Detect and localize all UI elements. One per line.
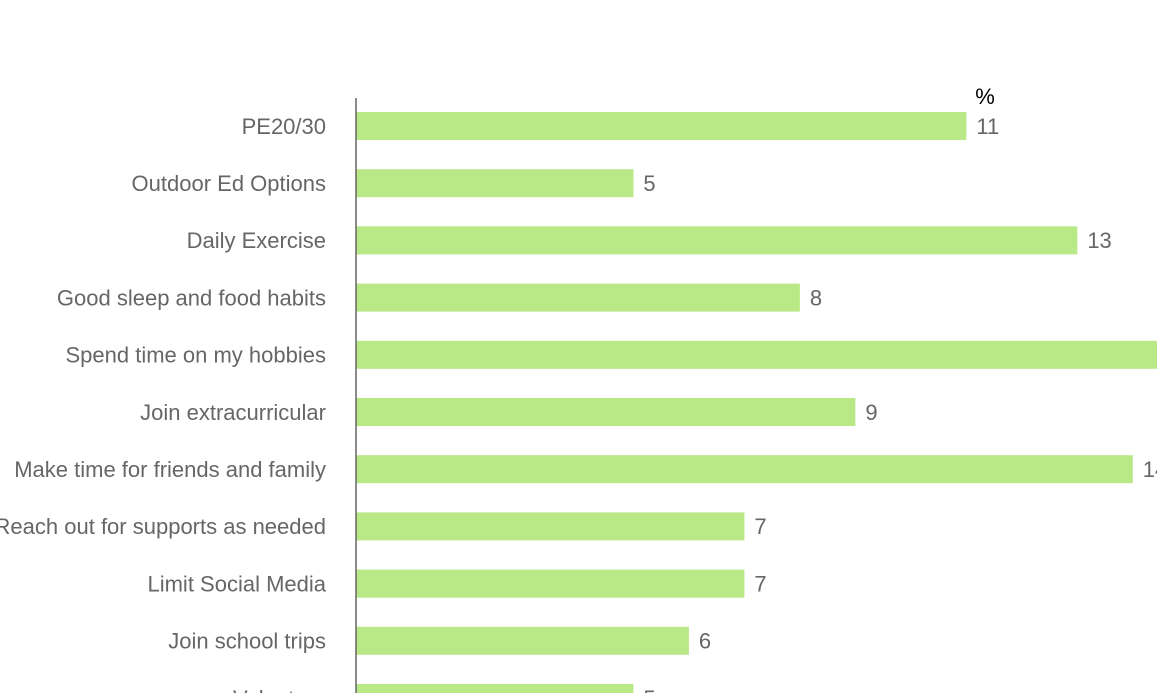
category-label: Make time for friends and family	[14, 457, 326, 482]
value-label: 9	[865, 400, 877, 425]
category-label: Join extracurricular	[140, 400, 326, 425]
bar	[356, 455, 1133, 484]
value-label: 13	[1087, 228, 1111, 253]
bar	[356, 340, 1157, 369]
category-label: Reach out for supports as needed	[0, 514, 326, 539]
category-label: Spend time on my hobbies	[66, 343, 327, 368]
category-label: Daily Exercise	[187, 228, 326, 253]
value-label: 8	[810, 285, 822, 310]
bar	[356, 112, 967, 140]
category-label: Good sleep and food habits	[57, 285, 326, 310]
bar	[356, 684, 634, 693]
value-label: 5	[643, 171, 655, 196]
bar	[356, 226, 1078, 255]
unit-label: %	[975, 84, 995, 109]
category-label: Limit Social Media	[147, 571, 326, 596]
value-label: 5	[643, 686, 655, 693]
category-label: Volunteer	[233, 686, 326, 693]
bar	[356, 169, 634, 198]
bar	[356, 283, 800, 312]
value-label: 7	[754, 514, 766, 539]
category-label: Outdoor Ed Options	[132, 171, 326, 196]
bar	[356, 569, 745, 598]
category-label: PE20/30	[242, 114, 326, 139]
value-label: 6	[699, 629, 711, 654]
bar	[356, 512, 745, 541]
category-label: Join school trips	[168, 629, 326, 654]
value-label: 7	[754, 571, 766, 596]
value-label: 11	[976, 114, 999, 139]
value-label: 14	[1143, 457, 1157, 482]
bar	[356, 626, 689, 655]
bar	[356, 398, 856, 426]
